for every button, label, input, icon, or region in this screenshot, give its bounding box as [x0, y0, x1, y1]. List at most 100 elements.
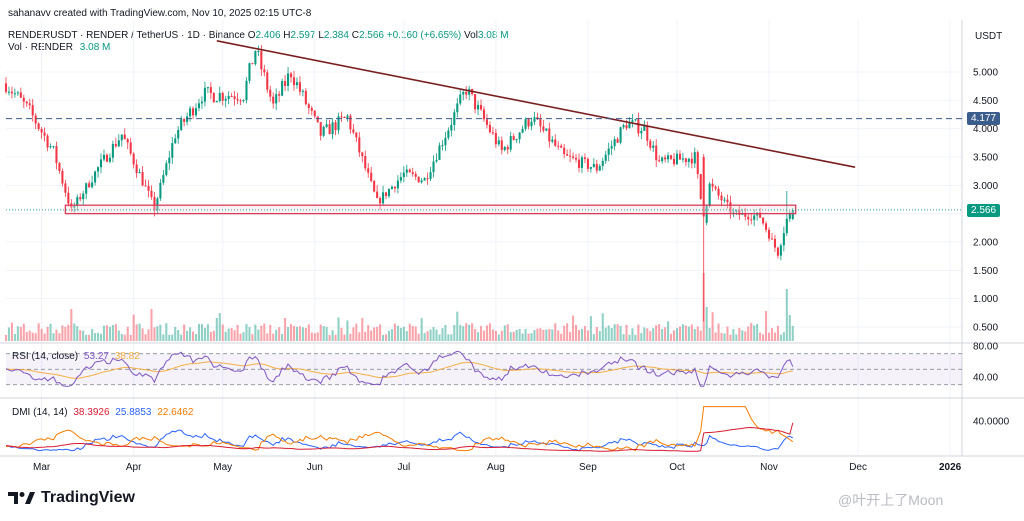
- volume-bar: [221, 324, 224, 341]
- candle-body: [52, 146, 55, 148]
- candle-body: [364, 156, 367, 169]
- candle-body: [105, 154, 108, 162]
- candle-body: [675, 153, 679, 165]
- candle-body: [735, 210, 738, 212]
- volume-bar: [471, 323, 474, 341]
- volume-bar: [506, 324, 509, 341]
- rsi-label[interactable]: RSI (14, close): [12, 351, 79, 362]
- candle-body: [539, 119, 542, 127]
- candle-body: [7, 91, 11, 93]
- candle-body: [595, 163, 598, 171]
- candle-body: [177, 129, 180, 139]
- volume-bar: [625, 324, 628, 341]
- volume-legend-label[interactable]: Vol · RENDER: [8, 42, 74, 53]
- volume-bar: [82, 330, 85, 341]
- volume-bar: [770, 328, 774, 341]
- volume-bar: [251, 334, 254, 341]
- volume-bar: [307, 324, 310, 341]
- volume-bar: [349, 333, 352, 341]
- volume-bar: [791, 326, 794, 341]
- volume-bar: [340, 327, 343, 341]
- volume-bar: [580, 329, 584, 341]
- currency-label[interactable]: USDT: [975, 31, 1003, 42]
- dmi-pane: [5, 406, 794, 452]
- candle-body: [102, 154, 106, 160]
- volume-bar: [566, 323, 569, 341]
- symbol-name[interactable]: RENDERUSDT · RENDER / TetherUS · 1D · Bi…: [8, 30, 245, 41]
- candle-body: [441, 145, 444, 147]
- volume-bar: [313, 333, 316, 341]
- candle-body: [646, 125, 649, 141]
- candle-body: [349, 115, 352, 130]
- volume-bar: [447, 334, 450, 341]
- candle-body: [174, 138, 177, 144]
- volume-bar: [699, 330, 702, 341]
- volume-bar: [652, 328, 655, 341]
- volume-bar: [756, 323, 759, 341]
- open-label: O: [247, 30, 256, 41]
- candle-body: [358, 137, 361, 153]
- candle-body: [150, 190, 153, 197]
- volume-bar: [664, 327, 667, 341]
- volume-bar: [592, 334, 595, 341]
- volume-bar: [705, 307, 708, 341]
- candle-body: [257, 50, 260, 52]
- rsi-tick-label: 80.00: [973, 342, 998, 353]
- time-tick-label: Jun: [307, 462, 323, 473]
- volume-bar: [37, 323, 40, 341]
- candle-body: [67, 192, 70, 204]
- volume-bar: [295, 326, 298, 341]
- volume-bar: [399, 327, 402, 341]
- volume-bar: [554, 323, 557, 341]
- candle-body: [569, 155, 572, 157]
- price-tick-label: 0.500: [973, 323, 998, 334]
- candle-body: [604, 154, 607, 161]
- candle-body: [563, 147, 566, 155]
- candle-body: [269, 89, 272, 97]
- volume-bar: [616, 324, 619, 341]
- candle-body: [370, 172, 373, 181]
- volume-bar: [560, 333, 563, 341]
- candle-body: [708, 183, 711, 206]
- volume-bar: [482, 330, 486, 341]
- volume-bar: [500, 330, 503, 341]
- dmi-adx-value: 38.3926: [73, 407, 110, 418]
- rsi-value: 53.27: [83, 351, 109, 362]
- volume-bar: [31, 332, 34, 341]
- volume-bar: [49, 323, 52, 341]
- volume-bar: [64, 326, 67, 341]
- adx-line: [5, 422, 794, 452]
- candle-body: [479, 104, 483, 110]
- volume-bar: [43, 333, 46, 341]
- price-tick-label: 3.000: [973, 181, 998, 192]
- volume-bar: [301, 327, 304, 341]
- candle-body: [40, 128, 43, 133]
- candle-body: [767, 229, 771, 239]
- candle-body: [46, 135, 49, 148]
- volume-bar: [723, 333, 726, 341]
- volume-bar: [147, 329, 150, 341]
- candle-body: [765, 223, 768, 230]
- candle-body: [610, 146, 613, 149]
- volume-bar: [85, 334, 88, 341]
- volume-bar: [55, 329, 58, 341]
- candle-body: [396, 180, 399, 189]
- tradingview-logo[interactable]: TradingView: [8, 489, 135, 507]
- candle-body: [272, 96, 275, 104]
- volume-bar: [25, 332, 28, 341]
- volume-bar: [28, 330, 31, 341]
- candle-body: [25, 101, 28, 104]
- dmi-label[interactable]: DMI (14, 14): [12, 407, 68, 418]
- volume-bar: [432, 327, 435, 341]
- volume-bar: [450, 334, 453, 341]
- rsi-ma-line: [5, 361, 793, 379]
- candle-body: [785, 218, 788, 234]
- candle-body: [586, 158, 589, 169]
- candle-body: [491, 132, 494, 134]
- volume-bar: [367, 325, 370, 341]
- candle-body: [456, 103, 459, 113]
- volume-bar: [281, 333, 284, 341]
- volume-bar: [171, 334, 174, 341]
- tradingview-brand: TradingView: [41, 489, 135, 506]
